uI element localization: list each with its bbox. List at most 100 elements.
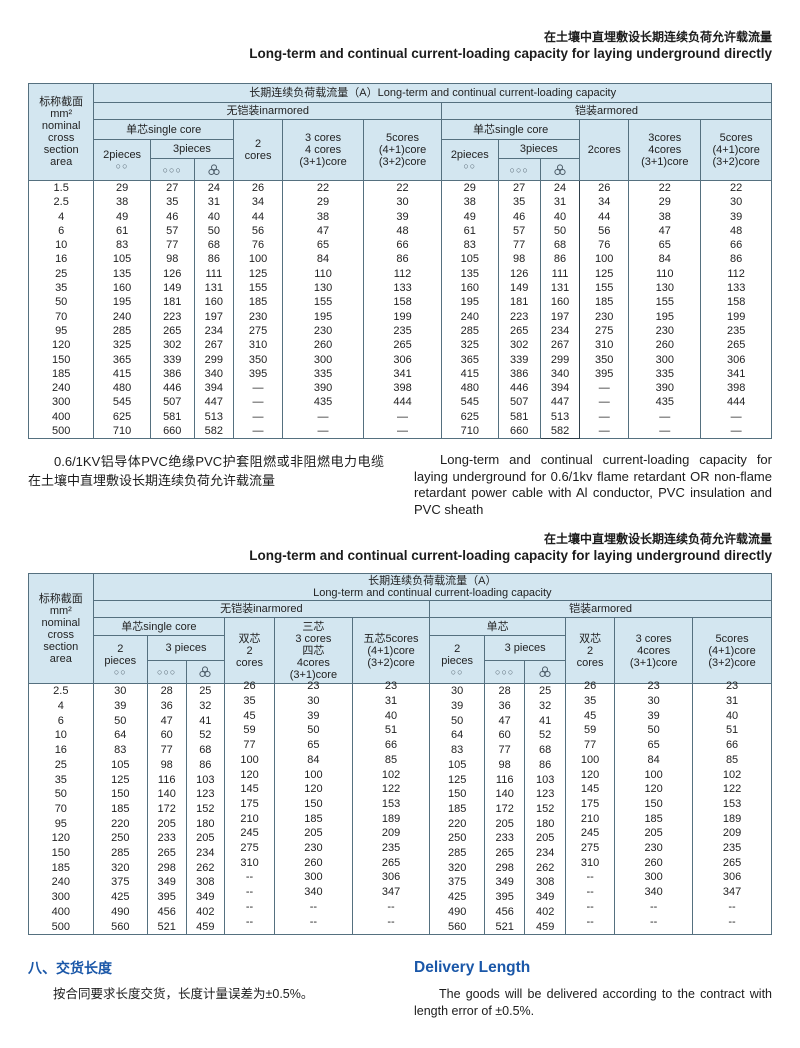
col-header-single-core-unarmored: 单芯single core [92,617,226,637]
capacity-cell: 68 [193,238,235,253]
capacity-cell: 86 [185,757,226,773]
capacity-cell: 220 [429,816,486,832]
capacity-cell: 22 [282,180,365,196]
capacity-cell: 310 [579,338,630,353]
capacity-cell: 105 [92,757,148,773]
cross-section-cell: 25 [27,266,95,282]
capacity-cell: 175 [224,798,275,817]
capacity-cell: 50 [193,223,235,239]
capacity-cell: — [282,424,365,439]
col-header-single-core-unarmored: 单芯single core [93,119,235,140]
capacity-cell: 27 [149,180,195,196]
capacity-cell: 521 [484,919,526,935]
capacity-cell: 205 [484,816,526,832]
col-header-armored: 铠装armored [441,102,772,120]
capacity-cell: 28 [484,683,526,700]
capacity-cell: 36 [484,699,526,714]
capacity-cell: — [579,409,630,425]
capacity-cell: 459 [185,919,226,935]
capacity-cell: 447 [193,395,235,410]
table-row: 150 285 265 234 275 230 235 285 265 234 275 230 235 [28,842,772,861]
capacity-cell: 50 [92,713,148,729]
capacity-cell: 209 [692,827,772,847]
capacity-cell: 398 [363,381,443,396]
capacity-cell: 35 [149,195,195,210]
capacity-cell: 349 [185,890,226,905]
capacity-cell: 197 [539,309,581,324]
cross-section-cell: 120 [27,338,95,353]
capacity-cell: 275 [579,323,630,339]
capacity-cell: 105 [93,252,151,267]
three-circles-flat-header: ○○○ [497,158,541,181]
col-header-unarmored: 无铠装inarmored [92,600,431,619]
capacity-cell: 262 [524,860,567,876]
capacity-cell: 38 [282,209,365,224]
capacity-cell: 56 [233,223,284,239]
capacity-cell: 230 [282,323,365,339]
capacity-cell: 205 [614,827,694,847]
capacity-cell: 349 [524,890,567,905]
capacity-cell: 310 [233,338,284,353]
capacity-cell: 26 [579,180,630,196]
capacity-cell: 160 [441,281,499,296]
cross-section-cell: 4 [28,699,94,714]
capacity-cell: — [233,409,284,425]
capacity-cell: 125 [92,772,148,788]
capacity-cell: 398 [700,381,772,396]
capacity-cell: 394 [539,381,581,396]
capacity-cell: 660 [149,424,195,439]
capacity-cell: 298 [146,860,187,876]
capacity-cell: 131 [539,281,581,296]
table-row: 2.5 30 28 25 26 23 23 30 28 25 26 23 23 [28,680,772,700]
capacity-cell: 300 [282,352,365,367]
capacity-cell: 41 [185,713,226,729]
capacity-cell: 83 [93,238,151,253]
table-row: 400 625 581 513— — —625 581 513— — — [27,409,772,425]
capacity-cell: — [579,395,630,410]
capacity-cell: 51 [351,724,431,744]
capacity-cell: 513 [539,409,581,425]
col-header-span-title: 长期连续负荷载流量（A） Long-term and continual cur… [92,573,773,602]
table-row: 10 83 77 68 76 65 66 83 77 68 76 65 66 [27,238,772,253]
col-header-cross-section: 标称截面 mm² nominal cross section area [28,573,94,685]
capacity-cell: 86 [700,252,772,267]
capacity-cell: 340 [614,886,694,905]
capacity-cell: 325 [93,338,151,353]
capacity-cell: 435 [628,395,702,410]
capacity-cell: 265 [692,857,772,876]
capacity-cell: 189 [351,813,431,832]
capacity-cell: 100 [224,754,275,773]
capacity-cell: 85 [692,754,772,773]
capacity-cell: 230 [579,309,630,324]
capacity-cell: 205 [146,816,187,832]
capacity-cell: 110 [282,266,365,282]
capacity-cell: 30 [429,683,486,700]
capacity-cell: 386 [149,366,195,382]
capacity-cell: 25 [185,683,226,700]
capacity-cell: 130 [628,281,702,296]
cross-section-cell: 2.5 [27,195,95,210]
capacity-cell: 155 [579,281,630,296]
capacity-cell: 60 [484,728,526,744]
capacity-cell: 223 [497,309,541,324]
capacity-cell: 300 [273,871,353,891]
three-circles-icon: ○○○ [495,667,515,678]
cross-section-cell: 25 [28,757,94,773]
cross-section-cell: 4 [27,209,95,224]
capacity-cell: 710 [93,424,151,439]
capacity-cell: 230 [233,309,284,324]
capacity-cell: 145 [565,783,616,802]
capacity-cell: 85 [351,754,431,773]
two-circles-icon: ○○ [113,666,127,677]
cross-section-cell: 300 [28,890,94,905]
capacity-cell: -- [565,901,616,920]
table-row: 6 61 57 50 56 47 48 61 57 50 56 47 48 [27,223,772,239]
capacity-cell: 339 [497,352,541,367]
col-header-5cores-armored: 5cores (4+1)core (3+2)core [700,119,772,181]
cross-section-cell: 150 [27,352,95,367]
capacity-cell: 30 [700,195,772,210]
capacity-cell: 150 [614,798,694,817]
capacity-cell: 230 [614,842,694,861]
capacity-cell: 66 [692,739,772,758]
